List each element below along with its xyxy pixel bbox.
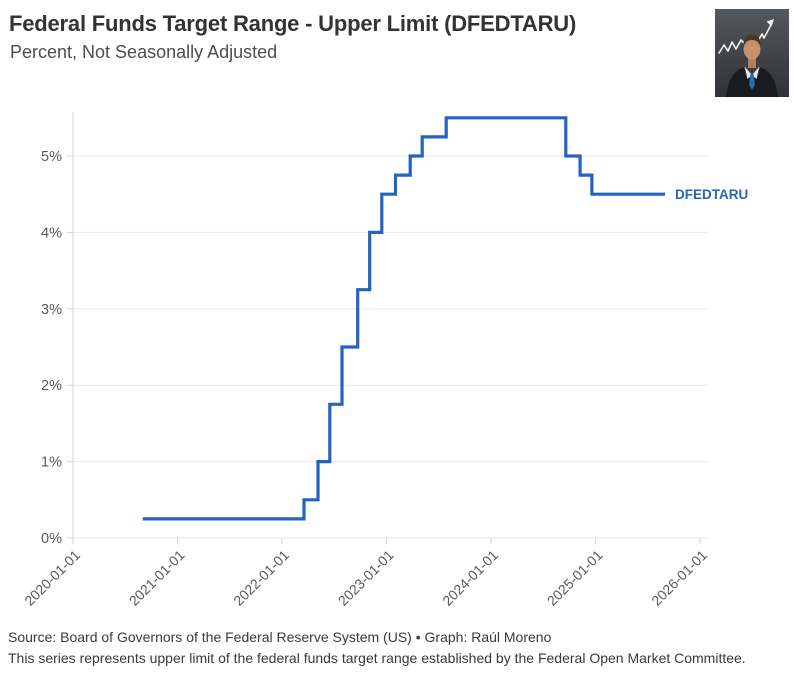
note-line: This series represents upper limit of th… — [8, 649, 746, 666]
page-subtitle: Percent, Not Seasonally Adjusted — [10, 42, 278, 62]
x-tick-label: 2020-01-01 — [21, 547, 83, 609]
man-neck — [748, 56, 756, 68]
sketched-stock-line-icon — [718, 39, 747, 54]
x-tick-label: 2026-01-01 — [648, 547, 710, 609]
y-tick-label: 4% — [41, 225, 62, 241]
x-tick-label: 2021-01-01 — [126, 547, 188, 609]
author-portrait-photo — [715, 9, 789, 97]
page-title: Federal Funds Target Range - Upper Limit… — [9, 11, 577, 36]
series-end-label: DFEDTARU — [675, 187, 748, 202]
chart: 0% 1% 2% 3% 4% 5% 2020-01-01 2021-01-01 2022-01-… — [21, 112, 748, 609]
y-tick-label: 3% — [41, 302, 62, 318]
y-tick-label: 0% — [41, 531, 62, 547]
man-tie — [749, 74, 755, 90]
y-tick-label: 2% — [41, 378, 62, 394]
y-tick-label: 5% — [41, 149, 62, 165]
man-with-stock-chart-image — [715, 9, 789, 97]
x-tick-label: 2023-01-01 — [335, 547, 397, 609]
sketched-arrow-line-icon — [757, 22, 773, 42]
x-tick-label: 2024-01-01 — [439, 547, 501, 609]
man-hair — [743, 34, 761, 48]
man-face — [743, 38, 761, 60]
y-tick-label: 1% — [41, 455, 62, 471]
series-line — [142, 116, 665, 521]
x-tick-label: 2022-01-01 — [230, 547, 292, 609]
x-tick-label: 2025-01-01 — [544, 547, 606, 609]
chart-footer: Source: Board of Governors of the Federa… — [8, 627, 748, 668]
source-line: Source: Board of Governors of the Federa… — [8, 629, 552, 645]
arrow-head-icon — [766, 19, 774, 27]
